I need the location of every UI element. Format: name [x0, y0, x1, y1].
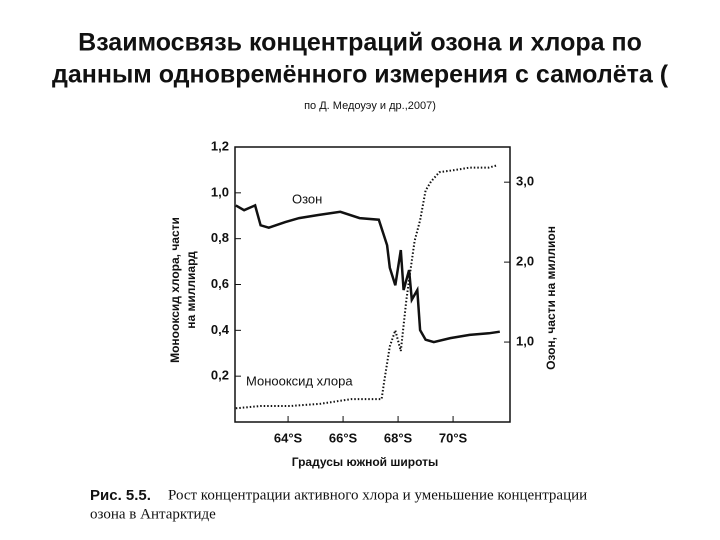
- series-label: Монооксид хлора: [246, 373, 353, 388]
- caption: Рост концентрации активного хлора и умен…: [168, 487, 587, 503]
- caption-label: Рис. 5.5.: [90, 487, 151, 504]
- y-axis-label: Монооксид хлора, части: [168, 217, 182, 363]
- series-line: [235, 164, 498, 410]
- y2-tick-label: 1,0: [516, 333, 534, 348]
- y2-tick-label: 2,0: [516, 254, 534, 269]
- title-line: данным одновремённого измерения с самолё…: [52, 61, 669, 89]
- y-axis-label: на миллиард: [184, 251, 198, 329]
- y-tick-label: 1,2: [211, 138, 229, 153]
- x-tick-label: 68°S: [384, 430, 413, 445]
- y-tick-label: 0,8: [211, 230, 229, 245]
- x-tick-label: 70°S: [439, 430, 468, 445]
- x-tick-label: 66°S: [329, 430, 358, 445]
- series-line: [235, 203, 500, 344]
- y2-tick-label: 3,0: [516, 174, 534, 189]
- series-label: Озон: [292, 191, 322, 206]
- y-tick-label: 0,4: [211, 322, 230, 337]
- title-line: Взаимосвязь концентраций озона и хлора п…: [78, 29, 642, 57]
- y-tick-label: 1,0: [211, 184, 229, 199]
- y2-axis-label: Озон, части на миллион: [544, 226, 558, 370]
- y-tick-label: 0,6: [211, 276, 229, 291]
- y-tick-label: 0,2: [211, 368, 229, 383]
- x-axis-label: Градусы южной широты: [292, 455, 439, 469]
- x-tick-label: 64°S: [274, 430, 303, 445]
- subtitle: по Д. Медоуэу и др.,2007): [304, 100, 436, 112]
- caption: озона в Антарктиде: [90, 506, 216, 522]
